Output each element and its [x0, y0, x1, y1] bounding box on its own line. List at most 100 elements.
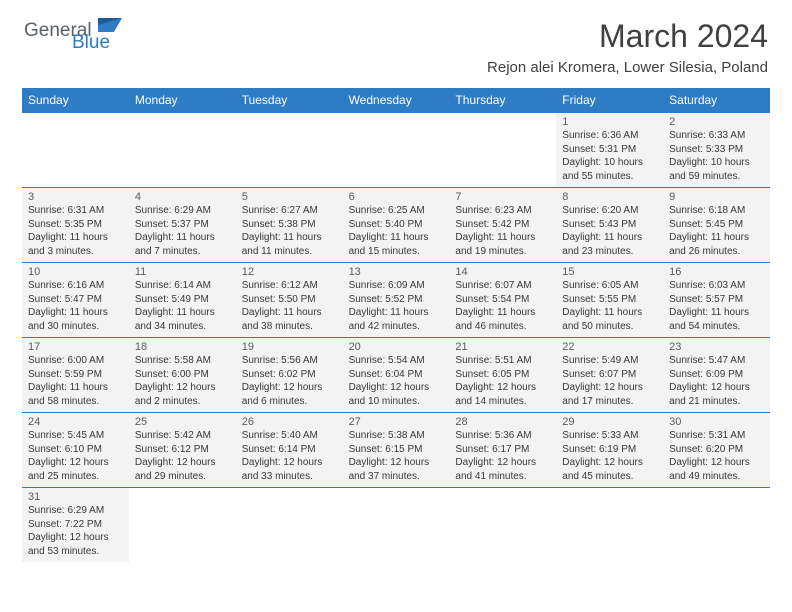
sunrise-text: Sunrise: 5:47 AM [669, 354, 766, 368]
calendar-cell: 20Sunrise: 5:54 AMSunset: 6:04 PMDayligh… [343, 338, 450, 412]
daylight-text: Daylight: 12 hours [349, 456, 446, 470]
day-number: 19 [242, 341, 339, 353]
day-number: 11 [135, 266, 232, 278]
day-number: 7 [455, 191, 552, 203]
sunrise-text: Sunrise: 6:12 AM [242, 279, 339, 293]
day-number: 21 [455, 341, 552, 353]
sunrise-text: Sunrise: 5:42 AM [135, 429, 232, 443]
daylight-text: and 30 minutes. [28, 320, 125, 334]
sunrise-text: Sunrise: 6:25 AM [349, 204, 446, 218]
daylight-text: and 55 minutes. [562, 170, 659, 184]
sunrise-text: Sunrise: 5:45 AM [28, 429, 125, 443]
day-number: 18 [135, 341, 232, 353]
dayname-tuesday: Tuesday [236, 88, 343, 113]
calendar-cell: 31Sunrise: 6:29 AMSunset: 7:22 PMDayligh… [22, 488, 129, 562]
daylight-text: and 2 minutes. [135, 395, 232, 409]
daylight-text: Daylight: 11 hours [455, 306, 552, 320]
sunset-text: Sunset: 5:45 PM [669, 218, 766, 232]
sunrise-text: Sunrise: 5:58 AM [135, 354, 232, 368]
sunset-text: Sunset: 6:09 PM [669, 368, 766, 382]
calendar-cell [449, 113, 556, 187]
calendar-cell [663, 488, 770, 562]
calendar-cell: 7Sunrise: 6:23 AMSunset: 5:42 PMDaylight… [449, 188, 556, 262]
sunrise-text: Sunrise: 5:33 AM [562, 429, 659, 443]
calendar-cell: 19Sunrise: 5:56 AMSunset: 6:02 PMDayligh… [236, 338, 343, 412]
day-number: 28 [455, 416, 552, 428]
daylight-text: Daylight: 11 hours [669, 306, 766, 320]
day-number: 30 [669, 416, 766, 428]
daylight-text: and 10 minutes. [349, 395, 446, 409]
sunset-text: Sunset: 6:17 PM [455, 443, 552, 457]
daylight-text: Daylight: 11 hours [455, 231, 552, 245]
sunrise-text: Sunrise: 6:07 AM [455, 279, 552, 293]
week-row: 1Sunrise: 6:36 AMSunset: 5:31 PMDaylight… [22, 113, 770, 188]
daylight-text: Daylight: 11 hours [242, 231, 339, 245]
daylight-text: and 26 minutes. [669, 245, 766, 259]
day-number: 27 [349, 416, 446, 428]
sunset-text: Sunset: 6:07 PM [562, 368, 659, 382]
daylight-text: Daylight: 11 hours [349, 306, 446, 320]
week-row: 24Sunrise: 5:45 AMSunset: 6:10 PMDayligh… [22, 413, 770, 488]
calendar-cell: 1Sunrise: 6:36 AMSunset: 5:31 PMDaylight… [556, 113, 663, 187]
calendar-cell: 14Sunrise: 6:07 AMSunset: 5:54 PMDayligh… [449, 263, 556, 337]
sunset-text: Sunset: 5:55 PM [562, 293, 659, 307]
sunset-text: Sunset: 5:54 PM [455, 293, 552, 307]
daylight-text: Daylight: 10 hours [669, 156, 766, 170]
day-number: 2 [669, 116, 766, 128]
sunrise-text: Sunrise: 6:29 AM [135, 204, 232, 218]
calendar-cell [236, 113, 343, 187]
calendar-cell: 17Sunrise: 6:00 AMSunset: 5:59 PMDayligh… [22, 338, 129, 412]
day-number: 8 [562, 191, 659, 203]
sunrise-text: Sunrise: 6:18 AM [669, 204, 766, 218]
daylight-text: Daylight: 12 hours [135, 381, 232, 395]
daylight-text: and 14 minutes. [455, 395, 552, 409]
calendar-cell [449, 488, 556, 562]
sunrise-text: Sunrise: 6:20 AM [562, 204, 659, 218]
sunset-text: Sunset: 5:57 PM [669, 293, 766, 307]
sunset-text: Sunset: 5:50 PM [242, 293, 339, 307]
day-number: 29 [562, 416, 659, 428]
daylight-text: and 37 minutes. [349, 470, 446, 484]
dayname-thursday: Thursday [449, 88, 556, 113]
week-row: 17Sunrise: 6:00 AMSunset: 5:59 PMDayligh… [22, 338, 770, 413]
sunrise-text: Sunrise: 6:03 AM [669, 279, 766, 293]
calendar-cell [22, 113, 129, 187]
daylight-text: Daylight: 12 hours [562, 456, 659, 470]
calendar-cell: 27Sunrise: 5:38 AMSunset: 6:15 PMDayligh… [343, 413, 450, 487]
day-number: 14 [455, 266, 552, 278]
daylight-text: and 33 minutes. [242, 470, 339, 484]
daylight-text: Daylight: 12 hours [455, 381, 552, 395]
day-number: 6 [349, 191, 446, 203]
day-number: 31 [28, 491, 125, 503]
calendar-cell [236, 488, 343, 562]
sunset-text: Sunset: 5:42 PM [455, 218, 552, 232]
calendar-cell: 23Sunrise: 5:47 AMSunset: 6:09 PMDayligh… [663, 338, 770, 412]
day-number: 13 [349, 266, 446, 278]
daylight-text: Daylight: 10 hours [562, 156, 659, 170]
calendar-cell [343, 113, 450, 187]
calendar-cell [129, 488, 236, 562]
sunset-text: Sunset: 5:43 PM [562, 218, 659, 232]
daylight-text: and 38 minutes. [242, 320, 339, 334]
sunrise-text: Sunrise: 5:38 AM [349, 429, 446, 443]
sunset-text: Sunset: 6:05 PM [455, 368, 552, 382]
sunset-text: Sunset: 6:15 PM [349, 443, 446, 457]
daylight-text: and 29 minutes. [135, 470, 232, 484]
sunrise-text: Sunrise: 5:31 AM [669, 429, 766, 443]
sunrise-text: Sunrise: 6:33 AM [669, 129, 766, 143]
day-number: 9 [669, 191, 766, 203]
sunrise-text: Sunrise: 6:27 AM [242, 204, 339, 218]
daylight-text: and 21 minutes. [669, 395, 766, 409]
daylight-text: and 3 minutes. [28, 245, 125, 259]
day-number: 25 [135, 416, 232, 428]
calendar-cell: 16Sunrise: 6:03 AMSunset: 5:57 PMDayligh… [663, 263, 770, 337]
daylight-text: and 41 minutes. [455, 470, 552, 484]
day-number: 3 [28, 191, 125, 203]
dayname-monday: Monday [129, 88, 236, 113]
sunset-text: Sunset: 5:31 PM [562, 143, 659, 157]
daylight-text: and 19 minutes. [455, 245, 552, 259]
daylight-text: and 45 minutes. [562, 470, 659, 484]
weeks-container: 1Sunrise: 6:36 AMSunset: 5:31 PMDaylight… [22, 113, 770, 562]
sunset-text: Sunset: 5:47 PM [28, 293, 125, 307]
month-title: March 2024 [487, 18, 768, 55]
